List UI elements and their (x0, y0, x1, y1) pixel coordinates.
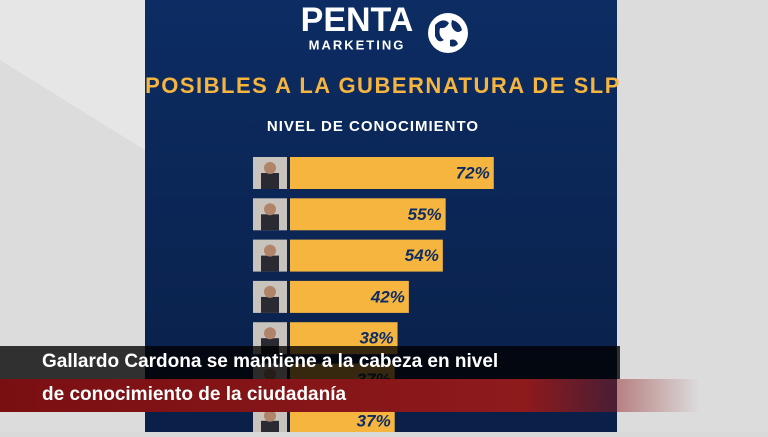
photo-figure (261, 420, 279, 437)
logo-globe (428, 13, 468, 53)
caption-band-red (0, 379, 700, 412)
value-label: 37% (357, 411, 391, 430)
photo-figure (261, 296, 279, 313)
photo-face (264, 327, 276, 340)
value-label: 54% (405, 246, 439, 265)
bar (290, 280, 409, 313)
value-label: 42% (370, 287, 405, 306)
photo-figure (261, 214, 279, 231)
photo-face (264, 244, 276, 257)
photo-face (264, 285, 276, 298)
caption-line: de conocimiento de la ciudadanía (42, 384, 346, 405)
value-label: 38% (360, 329, 394, 348)
chart-subtitle: NIVEL DE CONOCIMIENTO (267, 118, 479, 135)
logo-tagline: MARKETING (309, 37, 406, 52)
background-shape (0, 0, 145, 150)
caption-line: Gallardo Cardona se mantiene a la cabeza… (42, 351, 498, 372)
photo-figure (261, 173, 279, 189)
photo-figure (261, 255, 279, 272)
value-label: 55% (408, 205, 442, 224)
photo-face (264, 162, 276, 174)
caption-band (0, 346, 620, 379)
value-label: 72% (456, 163, 490, 182)
chart-title: POSIBLES A LA GUBERNATURA DE SLP (145, 73, 621, 98)
bar (290, 157, 494, 189)
bar (290, 198, 446, 231)
logo-globe-land (435, 20, 462, 47)
bar (290, 239, 443, 272)
logo-name: PENTA (301, 1, 414, 39)
photo-face (264, 203, 276, 216)
photo-face (264, 409, 276, 422)
